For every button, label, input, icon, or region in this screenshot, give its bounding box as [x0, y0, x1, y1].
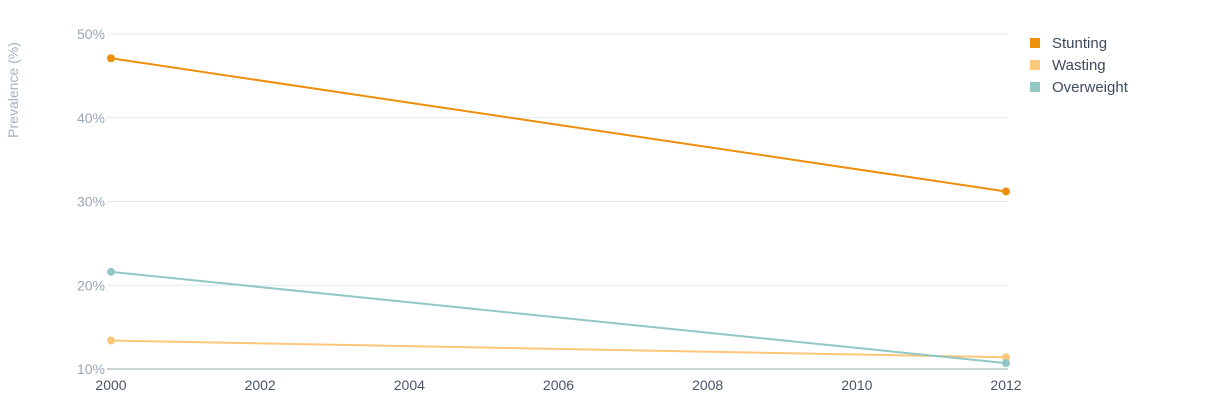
data-point-wasting — [1002, 353, 1010, 362]
legend-label: Stunting — [1052, 35, 1107, 52]
series-line-overweight — [110, 270, 1007, 365]
x-tick-label: 2000 — [95, 377, 126, 393]
x-tick-label: 2006 — [543, 377, 574, 393]
series-line-stunting — [110, 57, 1007, 193]
y-tick-label: 30% — [77, 194, 105, 210]
legend-swatch-overweight — [1030, 82, 1040, 92]
legend-swatch-wasting — [1030, 60, 1040, 70]
x-tick-label: 2004 — [394, 377, 425, 393]
series-line-wasting — [110, 339, 1007, 359]
data-point-overweight — [107, 267, 115, 276]
x-tick-label: 2008 — [692, 377, 723, 393]
legend: Stunting Wasting Overweight — [1030, 35, 1129, 96]
data-point-stunting — [107, 54, 115, 63]
y-tick-label: 10% — [77, 361, 105, 377]
x-tick-label: 2010 — [841, 377, 872, 393]
plot-area — [107, 54, 1010, 368]
legend-label: Wasting — [1052, 57, 1106, 74]
x-tick-label: 2012 — [990, 377, 1021, 393]
y-axis: 10% 20% 30% 40% 50% — [77, 26, 105, 377]
legend-swatch-stunting — [1030, 38, 1040, 48]
x-axis: 2000 2002 2004 2006 2008 2010 2012 — [95, 377, 1021, 393]
grid — [107, 33, 1008, 370]
data-point-wasting — [107, 336, 115, 345]
y-tick-label: 50% — [77, 26, 105, 42]
y-tick-label: 20% — [77, 277, 105, 293]
x-tick-label: 2002 — [245, 377, 276, 393]
y-axis-label: Prevalence (%) — [5, 42, 21, 138]
data-point-stunting — [1002, 187, 1010, 196]
y-tick-label: 40% — [77, 110, 105, 126]
legend-label: Overweight — [1052, 79, 1129, 96]
data-point-overweight — [1002, 359, 1010, 368]
